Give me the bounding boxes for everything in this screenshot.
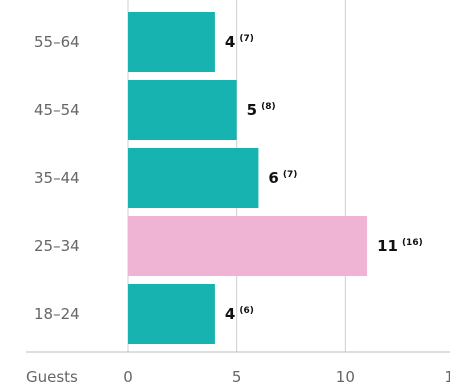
value-secondary-label: (16)	[402, 238, 423, 248]
x-axis-title: Guests	[26, 368, 78, 386]
bars	[128, 12, 368, 344]
x-tick-label: 5	[232, 368, 242, 386]
bar	[128, 216, 368, 276]
value-labels: 4 (7) 5 (8) 6 (7) 11 (16) 4 (6)	[225, 33, 423, 323]
category-label: 55–64	[34, 33, 80, 51]
value-number: 5	[247, 101, 257, 119]
category-label: 45–54	[34, 101, 80, 119]
value-secondary-label: (7)	[239, 34, 254, 44]
bar	[128, 12, 215, 72]
category-label: 18–24	[34, 305, 80, 323]
bar	[128, 80, 237, 140]
x-tick-label: 10	[336, 368, 355, 386]
bar	[128, 284, 215, 344]
category-labels: 55–64 45–54 35–44 25–34 18–24	[34, 33, 80, 323]
value-secondary-label: (7)	[283, 170, 298, 180]
value-label: 4 (6)	[225, 305, 254, 323]
category-label: 25–34	[34, 237, 80, 255]
value-label: 4 (7)	[225, 33, 254, 51]
value-label: 5 (8)	[247, 101, 276, 119]
value-label: 6 (7)	[268, 169, 297, 187]
x-tick-label: 0	[123, 368, 133, 386]
x-tick-label: 15	[444, 368, 450, 386]
value-number: 6	[268, 169, 278, 187]
value-label: 11 (16)	[377, 237, 423, 255]
category-label: 35–44	[34, 169, 80, 187]
x-axis: Guests 0 5 10 15	[26, 351, 450, 386]
value-number: 4	[225, 305, 235, 323]
value-number: 11	[377, 237, 398, 255]
value-secondary-label: (6)	[239, 306, 254, 316]
value-number: 4	[225, 33, 235, 51]
value-secondary-label: (8)	[261, 102, 276, 112]
bar	[128, 148, 259, 208]
